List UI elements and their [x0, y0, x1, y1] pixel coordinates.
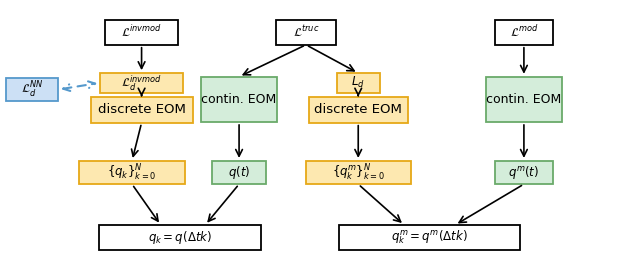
Text: $\mathcal{L}^{mod}$: $\mathcal{L}^{mod}$ [509, 25, 538, 40]
FancyBboxPatch shape [79, 161, 184, 184]
Text: $q^m(t)$: $q^m(t)$ [508, 164, 540, 181]
FancyBboxPatch shape [306, 161, 411, 184]
FancyBboxPatch shape [99, 225, 261, 250]
FancyBboxPatch shape [105, 20, 178, 45]
FancyBboxPatch shape [276, 20, 336, 45]
FancyBboxPatch shape [339, 225, 520, 250]
FancyBboxPatch shape [495, 20, 552, 45]
Text: $\mathcal{L}^{truc}$: $\mathcal{L}^{truc}$ [292, 25, 319, 40]
Text: $\{q_k^m\}_{k=0}^N$: $\{q_k^m\}_{k=0}^N$ [332, 162, 385, 183]
Text: contin. EOM: contin. EOM [202, 93, 276, 106]
Text: $\mathcal{L}_d^{invmod}$: $\mathcal{L}_d^{invmod}$ [121, 73, 162, 92]
FancyBboxPatch shape [337, 73, 380, 92]
Text: $q_k = q(\Delta t k)$: $q_k = q(\Delta t k)$ [148, 229, 212, 246]
Text: $L_d$: $L_d$ [351, 75, 365, 90]
Text: $\{q_k\}_{k=0}^N$: $\{q_k\}_{k=0}^N$ [108, 162, 157, 183]
FancyBboxPatch shape [91, 97, 193, 123]
FancyBboxPatch shape [201, 77, 277, 122]
Text: $q_k^m = q^m(\Delta t k)$: $q_k^m = q^m(\Delta t k)$ [391, 228, 468, 246]
FancyBboxPatch shape [495, 161, 552, 184]
FancyBboxPatch shape [212, 161, 266, 184]
FancyBboxPatch shape [309, 97, 408, 123]
Text: $\mathcal{L}^{invmod}$: $\mathcal{L}^{invmod}$ [121, 25, 162, 40]
Text: discrete EOM: discrete EOM [98, 103, 186, 116]
FancyBboxPatch shape [100, 73, 183, 92]
FancyBboxPatch shape [6, 78, 58, 101]
Text: contin. EOM: contin. EOM [486, 93, 561, 106]
Text: $q(t)$: $q(t)$ [228, 164, 250, 181]
Text: $\mathcal{L}_d^{NN}$: $\mathcal{L}_d^{NN}$ [20, 79, 43, 100]
Text: discrete EOM: discrete EOM [314, 103, 402, 116]
FancyBboxPatch shape [486, 77, 562, 122]
